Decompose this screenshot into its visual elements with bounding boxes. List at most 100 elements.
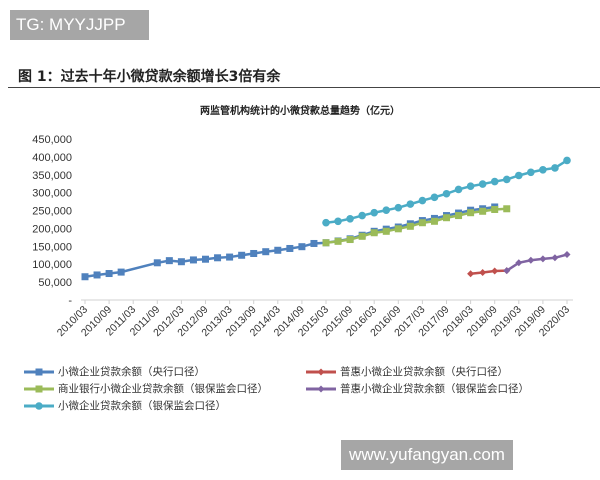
- data-point: [214, 254, 222, 262]
- y-tick-label: 350,000: [32, 170, 72, 182]
- figure-title: 图 1：过去十年小微贷款余额增长3倍有余: [18, 69, 281, 85]
- data-point: [93, 271, 101, 279]
- watermark-bottom: www.yufangyan.com: [341, 440, 513, 470]
- chart-title: 两监管机构统计的小微贷款总量趋势（亿元）: [200, 106, 400, 117]
- data-point: [527, 256, 535, 264]
- y-tick-label: 300,000: [32, 188, 72, 200]
- series-line: [470, 269, 507, 275]
- data-point: [491, 205, 499, 213]
- legend-label: 小微企业贷款余额（央行口径）: [58, 366, 205, 378]
- legend-swatch: [24, 368, 54, 375]
- data-point: [479, 207, 487, 215]
- data-point: [502, 175, 511, 184]
- watermark-top: TG: MYYJJPP: [10, 10, 149, 40]
- data-point: [491, 267, 499, 275]
- legend-item: 普惠小微企业贷款余额（银保监会口径）: [304, 381, 529, 396]
- data-point: [346, 214, 354, 223]
- legend-marker: [317, 368, 325, 375]
- data-point: [503, 205, 511, 213]
- data-point: [226, 253, 234, 261]
- data-point: [503, 267, 511, 275]
- data-point: [466, 182, 475, 191]
- data-point: [322, 239, 330, 247]
- data-point: [238, 251, 246, 259]
- data-point: [467, 270, 475, 278]
- data-point: [274, 246, 282, 254]
- legend-marker: [317, 385, 325, 392]
- data-point: [81, 273, 89, 281]
- data-point: [105, 270, 113, 278]
- legend-swatch: [24, 385, 54, 392]
- data-point: [382, 227, 390, 235]
- data-point: [286, 244, 294, 252]
- data-point: [418, 219, 426, 227]
- data-point: [394, 225, 402, 233]
- series-3: [503, 251, 571, 275]
- y-tick-label: 100,000: [32, 259, 72, 271]
- data-point: [478, 180, 487, 188]
- series-4: [322, 156, 571, 227]
- data-point: [322, 218, 330, 227]
- data-point: [177, 258, 185, 266]
- legend-marker: [35, 368, 43, 375]
- data-point: [117, 268, 125, 276]
- data-point: [250, 249, 258, 257]
- data-point: [515, 259, 523, 267]
- data-point: [563, 156, 571, 165]
- data-point: [454, 185, 463, 194]
- data-point: [490, 177, 499, 186]
- legend-label: 商业银行小微企业贷款余额（银保监会口径）: [58, 383, 268, 395]
- y-tick-label: -: [68, 295, 72, 307]
- y-tick-label: 150,000: [32, 241, 72, 253]
- data-point: [382, 206, 391, 214]
- legend-item: 小微企业贷款余额（央行口径）: [22, 364, 205, 379]
- data-point: [298, 243, 306, 251]
- data-point: [334, 217, 342, 226]
- data-point: [442, 189, 451, 198]
- y-tick-label: 50,000: [38, 277, 72, 289]
- data-point: [479, 268, 487, 276]
- legend-label: 普惠小微企业贷款余额（央行口径）: [340, 366, 508, 378]
- legend-swatch: [24, 401, 54, 410]
- series-1: [467, 267, 511, 278]
- line-chart: - 50,000 100,000 150,000 200,000 250,000 300,0…: [32, 134, 573, 339]
- legend-swatch: [306, 385, 336, 392]
- data-point: [310, 239, 318, 247]
- title-divider: [8, 87, 600, 88]
- y-tick-label: 250,000: [32, 206, 72, 218]
- data-point: [455, 212, 463, 220]
- data-point: [539, 165, 547, 174]
- data-point: [551, 254, 559, 262]
- legend-label: 小微企业贷款余额（银保监会口径）: [58, 400, 226, 412]
- legend-swatch: [306, 368, 336, 375]
- data-point: [430, 193, 439, 202]
- y-tick-label: 450,000: [32, 134, 72, 146]
- data-point: [515, 171, 523, 180]
- y-tick-label: 200,000: [32, 223, 72, 235]
- data-point: [370, 229, 378, 237]
- series-2: [322, 205, 511, 247]
- data-point: [370, 208, 379, 217]
- series-0: [81, 203, 499, 281]
- data-point: [539, 255, 547, 263]
- data-point: [202, 255, 209, 263]
- data-point: [551, 164, 559, 172]
- data-point: [406, 200, 415, 208]
- data-point: [189, 256, 197, 264]
- data-point: [563, 251, 571, 259]
- legend-item: 小微企业贷款余额（银保监会口径）: [22, 398, 226, 413]
- legend-marker: [35, 385, 43, 392]
- data-point: [527, 168, 535, 177]
- data-point: [467, 209, 475, 217]
- data-point: [406, 222, 414, 230]
- data-point: [165, 257, 173, 265]
- legend-label: 普惠小微企业贷款余额（银保监会口径）: [340, 383, 529, 395]
- series-line: [325, 207, 507, 244]
- legend-item: 商业银行小微企业贷款余额（银保监会口径）: [22, 381, 268, 396]
- data-point: [443, 214, 450, 222]
- data-point: [430, 217, 438, 225]
- data-point: [394, 203, 403, 212]
- data-point: [418, 196, 427, 205]
- legend-item: 普惠小微企业贷款余额（央行口径）: [304, 364, 508, 379]
- data-point: [334, 237, 342, 245]
